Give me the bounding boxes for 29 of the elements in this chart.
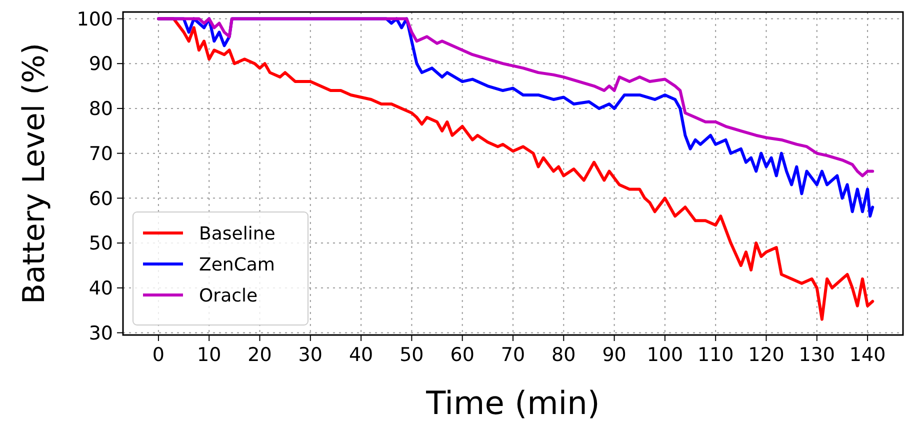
legend-label: ZenCam xyxy=(199,254,275,276)
y-tick-label: 70 xyxy=(88,142,113,165)
x-tick-label: 80 xyxy=(552,344,576,366)
x-tick-label: 120 xyxy=(748,344,784,366)
x-tick-label: 30 xyxy=(298,344,322,366)
x-tick-label: 100 xyxy=(646,344,684,366)
line-series xyxy=(156,17,874,178)
x-tick-label: 50 xyxy=(400,344,424,366)
legend-label: Oracle xyxy=(199,285,258,306)
y-tick-label: 50 xyxy=(88,232,113,255)
x-tick-label: 0 xyxy=(152,344,164,366)
y-tick-label: 30 xyxy=(88,322,113,344)
x-tick-label: 140 xyxy=(849,344,886,366)
y-tick-label: 80 xyxy=(88,98,113,120)
y-tick-label: 40 xyxy=(88,278,113,300)
y-tick-label: 100 xyxy=(76,8,113,30)
legend-label: Baseline xyxy=(199,223,276,244)
x-tick-label: 60 xyxy=(450,344,474,366)
x-tick-label: 90 xyxy=(602,344,626,366)
x-tick-label: 10 xyxy=(197,344,222,366)
x-tick-label: 70 xyxy=(500,344,526,366)
y-tick-label: 90 xyxy=(88,53,113,76)
x-tick-label: 130 xyxy=(798,344,836,366)
y-axis-title: Battery Level (%) xyxy=(17,42,52,304)
x-axis-title: Time (min) xyxy=(425,384,600,422)
x-tick-label: 20 xyxy=(248,344,272,366)
x-tick-label: 40 xyxy=(348,344,374,366)
x-tick-label: 110 xyxy=(697,344,734,366)
y-tick-label: 60 xyxy=(88,188,113,210)
